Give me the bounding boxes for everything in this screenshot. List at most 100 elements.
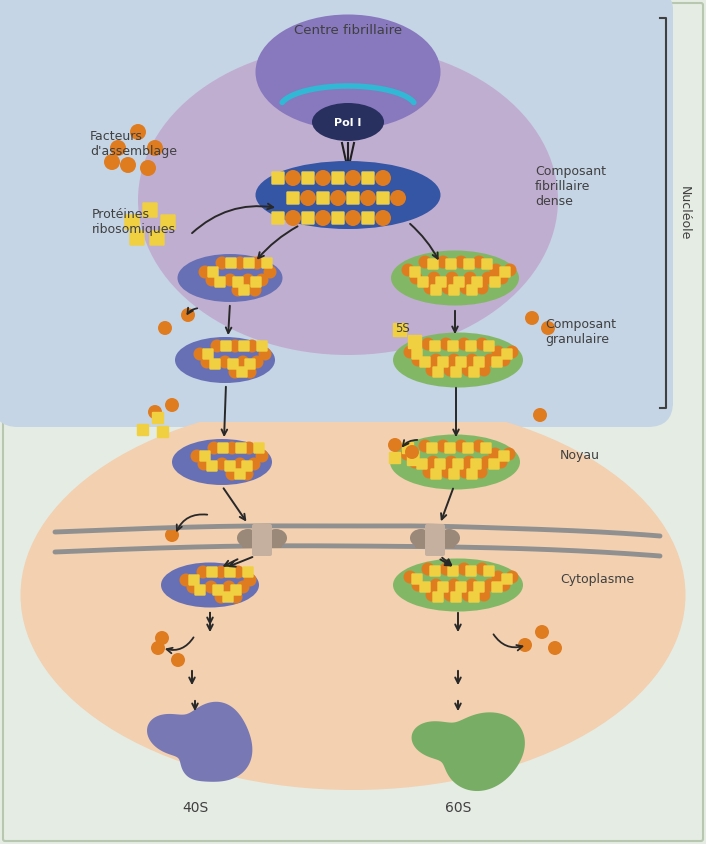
Circle shape: [448, 354, 460, 366]
FancyBboxPatch shape: [316, 192, 330, 205]
Circle shape: [484, 354, 496, 366]
Circle shape: [120, 157, 136, 173]
Circle shape: [345, 210, 361, 226]
FancyBboxPatch shape: [213, 584, 224, 596]
Circle shape: [458, 466, 472, 479]
Circle shape: [491, 345, 505, 359]
Circle shape: [249, 284, 261, 296]
Circle shape: [404, 345, 417, 359]
Circle shape: [300, 190, 316, 206]
FancyBboxPatch shape: [448, 284, 460, 295]
FancyBboxPatch shape: [430, 284, 442, 295]
Circle shape: [476, 562, 489, 576]
Circle shape: [158, 321, 172, 335]
Circle shape: [330, 190, 346, 206]
Circle shape: [491, 571, 505, 583]
FancyBboxPatch shape: [448, 340, 459, 352]
Circle shape: [375, 210, 391, 226]
Circle shape: [256, 450, 268, 463]
Ellipse shape: [175, 337, 275, 383]
FancyBboxPatch shape: [412, 349, 423, 360]
FancyBboxPatch shape: [206, 460, 217, 472]
Circle shape: [476, 282, 489, 295]
FancyBboxPatch shape: [470, 458, 481, 470]
Circle shape: [474, 466, 488, 479]
Circle shape: [232, 565, 244, 578]
FancyBboxPatch shape: [143, 203, 157, 218]
FancyBboxPatch shape: [434, 458, 445, 470]
Circle shape: [489, 263, 503, 277]
Circle shape: [215, 591, 227, 603]
Ellipse shape: [177, 254, 282, 302]
Ellipse shape: [256, 161, 441, 229]
Circle shape: [457, 338, 470, 350]
FancyBboxPatch shape: [389, 452, 401, 464]
Circle shape: [503, 263, 517, 277]
Circle shape: [445, 456, 457, 468]
FancyBboxPatch shape: [429, 565, 441, 576]
Circle shape: [256, 273, 268, 286]
Circle shape: [244, 365, 256, 378]
FancyBboxPatch shape: [453, 276, 465, 288]
Circle shape: [441, 282, 455, 295]
Circle shape: [229, 339, 241, 353]
Ellipse shape: [438, 529, 460, 547]
FancyBboxPatch shape: [252, 524, 272, 556]
Circle shape: [424, 282, 436, 295]
Text: 5S: 5S: [395, 322, 409, 334]
FancyBboxPatch shape: [473, 582, 485, 592]
Circle shape: [315, 210, 331, 226]
Circle shape: [229, 365, 241, 378]
FancyBboxPatch shape: [239, 284, 250, 295]
Circle shape: [436, 256, 450, 268]
FancyBboxPatch shape: [244, 257, 255, 268]
Circle shape: [440, 562, 453, 576]
FancyBboxPatch shape: [489, 458, 500, 470]
FancyBboxPatch shape: [206, 566, 217, 577]
Circle shape: [222, 581, 236, 593]
Text: 60S: 60S: [445, 801, 471, 815]
Circle shape: [205, 581, 217, 593]
FancyBboxPatch shape: [484, 565, 495, 576]
Circle shape: [151, 641, 165, 655]
Circle shape: [445, 272, 458, 284]
Circle shape: [464, 272, 477, 284]
Circle shape: [477, 364, 491, 376]
FancyBboxPatch shape: [235, 442, 246, 454]
FancyBboxPatch shape: [499, 267, 510, 278]
Circle shape: [443, 588, 457, 602]
FancyBboxPatch shape: [408, 335, 422, 349]
Text: Composant
fibrillaire
dense: Composant fibrillaire dense: [535, 165, 606, 208]
FancyBboxPatch shape: [455, 582, 467, 592]
Circle shape: [186, 581, 200, 593]
Ellipse shape: [161, 562, 259, 608]
Circle shape: [436, 440, 450, 452]
FancyBboxPatch shape: [230, 584, 241, 596]
Circle shape: [457, 562, 470, 576]
FancyBboxPatch shape: [222, 592, 234, 603]
Circle shape: [498, 354, 510, 366]
FancyBboxPatch shape: [412, 573, 423, 585]
Circle shape: [251, 355, 263, 369]
Circle shape: [193, 348, 206, 360]
FancyBboxPatch shape: [448, 468, 460, 479]
Circle shape: [179, 574, 193, 587]
FancyBboxPatch shape: [463, 258, 474, 270]
Circle shape: [412, 578, 424, 592]
Circle shape: [535, 625, 549, 639]
FancyBboxPatch shape: [301, 211, 315, 225]
Circle shape: [198, 457, 210, 470]
Circle shape: [205, 273, 218, 286]
Circle shape: [426, 456, 440, 468]
Circle shape: [148, 405, 162, 419]
Circle shape: [215, 457, 229, 470]
Circle shape: [462, 456, 476, 468]
Circle shape: [421, 338, 434, 350]
FancyBboxPatch shape: [152, 412, 164, 425]
Ellipse shape: [237, 529, 259, 547]
FancyBboxPatch shape: [393, 322, 407, 338]
Circle shape: [429, 578, 443, 592]
Ellipse shape: [391, 251, 519, 306]
FancyBboxPatch shape: [468, 592, 479, 603]
Circle shape: [244, 574, 256, 587]
